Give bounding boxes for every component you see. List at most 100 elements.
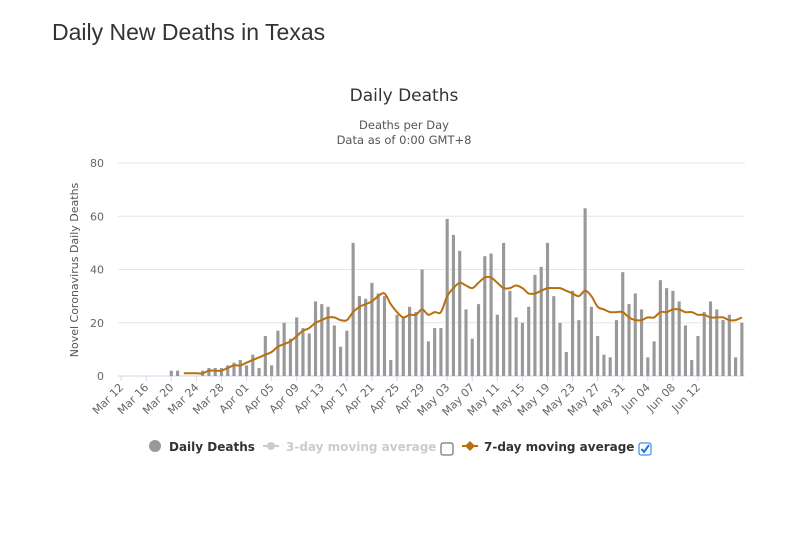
daily-deaths-bar: [219, 368, 224, 376]
daily-deaths-bar: [263, 336, 267, 376]
page-title: Daily New Deaths in Texas: [52, 19, 326, 45]
legend-7day-marker: [465, 441, 475, 451]
daily-deaths-bar: [376, 293, 380, 376]
daily-deaths-bar: [288, 338, 292, 376]
chart-legend: Daily Deaths 3-day moving average 7-day mo…: [149, 440, 652, 456]
daily-deaths-bar: [545, 242, 550, 376]
y-axis-ticks: 0 20 40 60 80: [90, 157, 104, 383]
daily-deaths-bar: [596, 336, 600, 376]
daily-deaths-bar: [495, 314, 499, 376]
seven-day-average-line: [183, 275, 743, 375]
legend-label: Daily Deaths: [169, 440, 255, 454]
daily-deaths-bar: [326, 306, 330, 376]
y-axis-label: Novel Coronavirus Daily Deaths: [68, 182, 81, 357]
daily-deaths-bar: [458, 250, 462, 376]
daily-deaths-bar: [627, 304, 631, 376]
daily-deaths-bar: [451, 234, 456, 376]
daily-deaths-bar: [483, 256, 487, 376]
daily-deaths-bar: [407, 306, 412, 376]
daily-deaths-bar: [370, 282, 374, 376]
daily-deaths-bar: [382, 296, 387, 376]
daily-deaths-bar: [426, 341, 430, 376]
daily-deaths-bar: [658, 280, 662, 376]
daily-deaths-bar: [270, 365, 274, 376]
daily-deaths-bar: [558, 322, 562, 376]
daily-deaths-bar: [508, 290, 512, 376]
daily-deaths-bar: [401, 317, 405, 376]
legend-label: 7-day moving average: [484, 440, 634, 454]
y-tick-label: 80: [90, 157, 104, 170]
grid-lines: [118, 162, 745, 377]
daily-deaths-bar: [257, 368, 261, 376]
daily-deaths-bar: [696, 336, 700, 376]
daily-deaths-bar: [244, 365, 249, 376]
daily-deaths-bar: [602, 354, 606, 376]
daily-deaths-bar: [589, 306, 593, 376]
legend-item[interactable]: 7-day moving average: [462, 440, 652, 456]
legend-3day-marker: [267, 442, 275, 450]
daily-deaths-bar: [527, 306, 531, 376]
legend-item[interactable]: 3-day moving average: [263, 440, 454, 456]
daily-deaths-bar: [677, 301, 681, 376]
daily-deaths-bar: [395, 314, 399, 376]
daily-deaths-bar: [175, 370, 180, 376]
chart-title: Daily Deaths: [350, 86, 459, 106]
daily-deaths-bar: [571, 290, 575, 376]
daily-deaths-bar: [520, 322, 524, 376]
daily-deaths-bar: [502, 242, 506, 376]
daily-deaths-bar: [652, 341, 656, 376]
y-tick-label: 0: [97, 370, 104, 383]
daily-deaths-bar: [734, 357, 738, 376]
legend-label: 3-day moving average: [286, 440, 436, 454]
legend-daily-deaths-marker: [149, 440, 161, 452]
daily-deaths-bar: [470, 338, 474, 376]
daily-deaths-bar: [514, 317, 518, 376]
daily-deaths-bar: [633, 293, 637, 376]
daily-deaths-bar: [727, 314, 731, 376]
daily-deaths-bar: [207, 368, 211, 376]
daily-deaths-bar: [357, 296, 361, 376]
daily-deaths-bar: [282, 322, 286, 376]
daily-deaths-bar: [646, 357, 650, 376]
daily-deaths-bar: [307, 333, 311, 376]
y-tick-label: 20: [90, 317, 104, 330]
daily-deaths-bar: [539, 266, 543, 376]
daily-deaths-bar: [332, 325, 336, 376]
daily-deaths-bar: [577, 320, 581, 376]
daily-deaths-bar: [320, 304, 324, 376]
daily-deaths-bar: [226, 365, 230, 376]
daily-deaths-bar: [708, 301, 713, 376]
y-tick-label: 40: [90, 264, 104, 277]
daily-deaths-bar: [552, 296, 556, 376]
daily-deaths-bar: [301, 328, 305, 376]
daily-deaths-bar: [614, 320, 619, 376]
checkmark-icon: [640, 444, 650, 454]
daily-deaths-bar: [533, 274, 537, 376]
daily-deaths-bar: [339, 346, 343, 376]
daily-deaths-bar: [389, 360, 393, 376]
chart-subtitle-line-2: Data as of 0:00 GMT+8: [337, 133, 472, 147]
daily-deaths-bar: [683, 325, 688, 376]
daily-deaths-bar: [251, 354, 255, 376]
y-tick-label: 60: [90, 210, 104, 223]
daily-deaths-bar: [213, 368, 217, 376]
daily-deaths-bar: [489, 253, 493, 376]
daily-deaths-bar: [414, 312, 418, 376]
legend-item[interactable]: Daily Deaths: [149, 440, 255, 454]
daily-deaths-bar: [345, 330, 349, 376]
daily-deaths-bar: [583, 208, 587, 376]
legend-checkbox[interactable]: [440, 442, 454, 456]
daily-deaths-bar: [169, 370, 173, 376]
daily-deaths-bar: [740, 322, 744, 376]
daily-deaths-bar: [476, 304, 481, 376]
daily-deaths-bars: [169, 208, 744, 376]
daily-deaths-bar: [715, 309, 719, 376]
daily-deaths-bar: [238, 360, 242, 376]
daily-deaths-bar: [364, 298, 368, 376]
daily-deaths-bar: [276, 330, 280, 376]
daily-deaths-bar: [464, 309, 468, 376]
daily-deaths-bar: [439, 328, 443, 376]
daily-deaths-bar: [639, 309, 644, 376]
